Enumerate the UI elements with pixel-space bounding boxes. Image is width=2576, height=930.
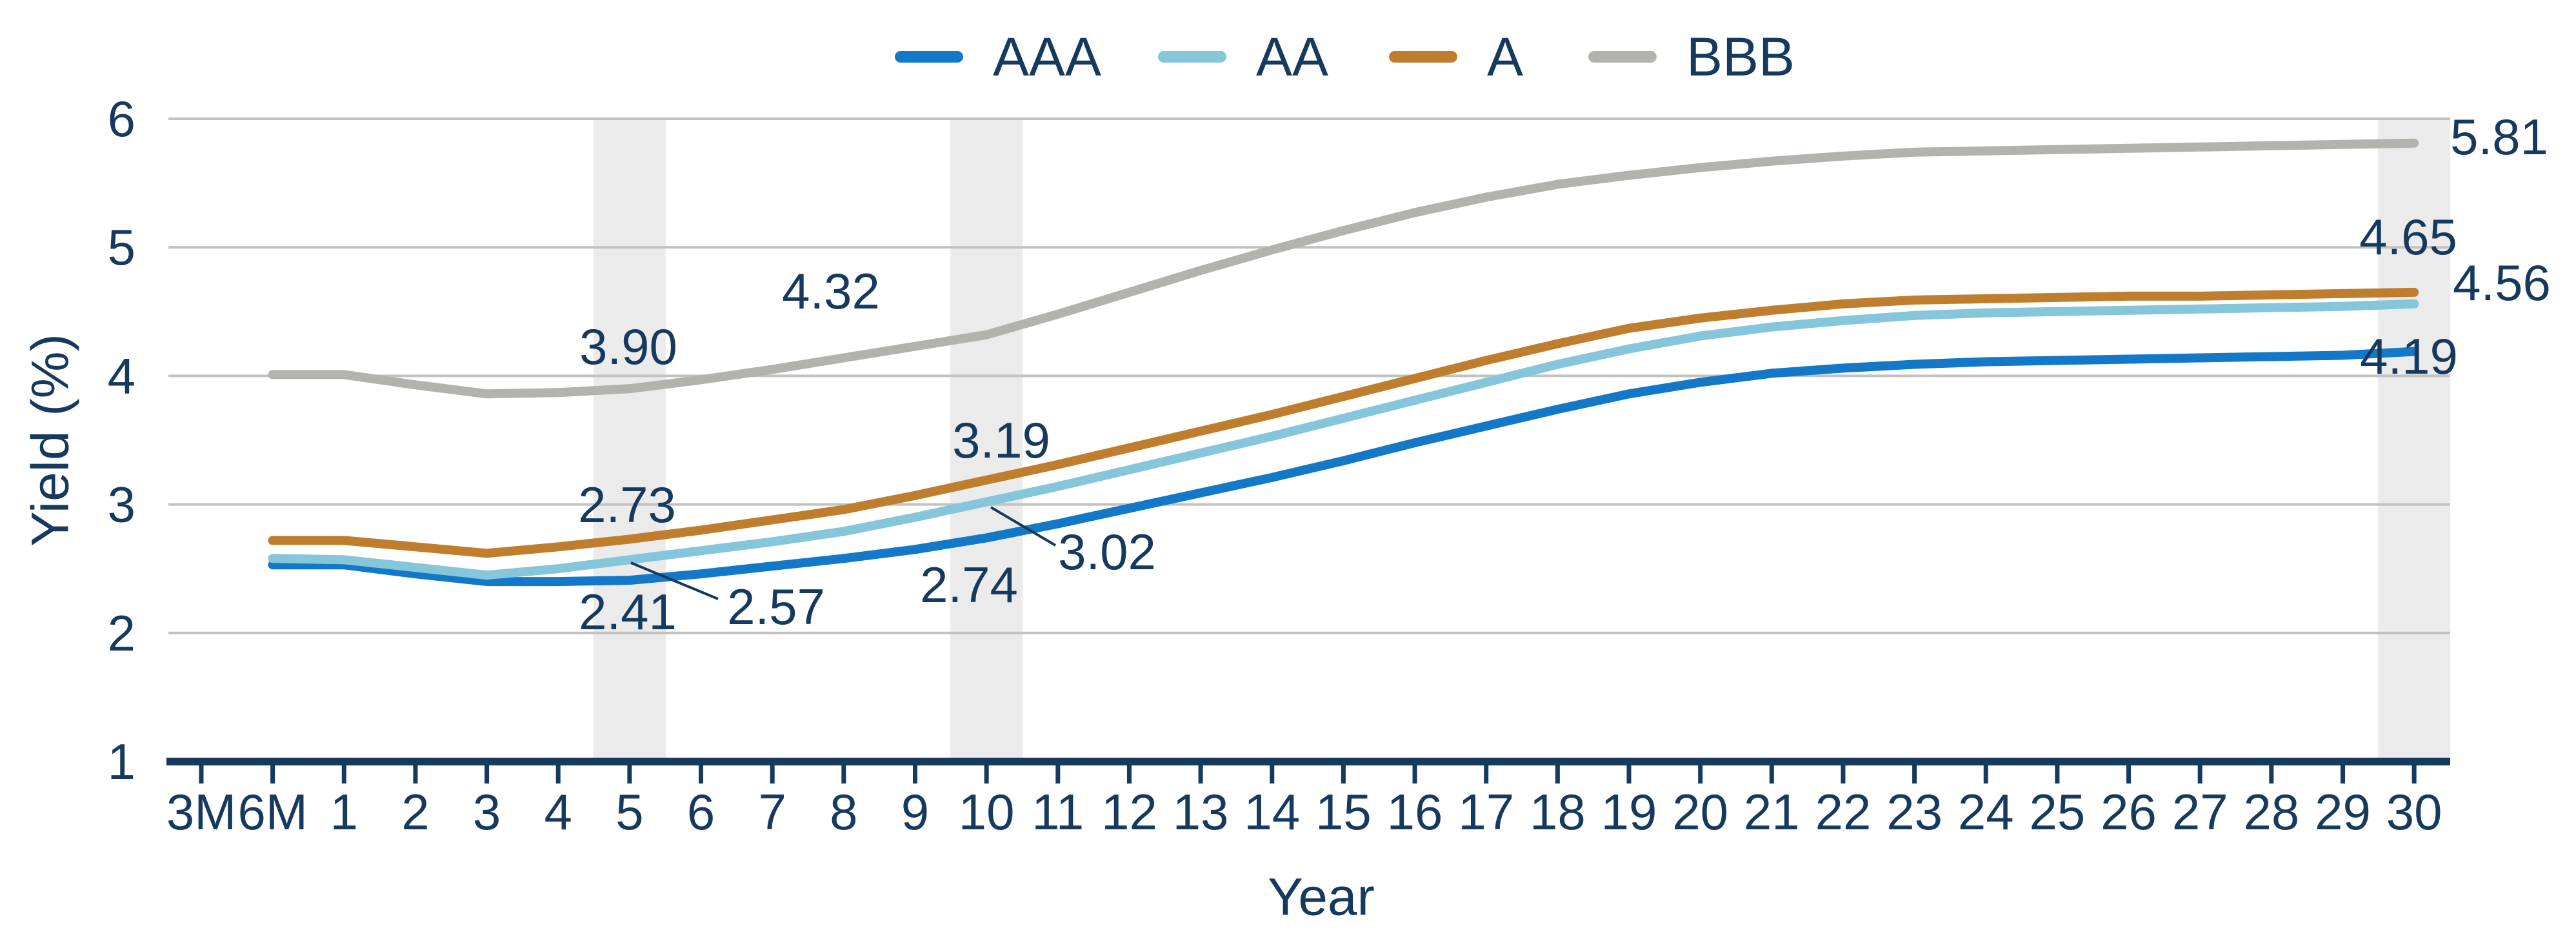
x-tick-label-29: 29 <box>2315 783 2371 840</box>
x-tick-label-7: 7 <box>759 783 786 840</box>
gridlines-layer <box>168 117 2450 634</box>
x-tick-label-18: 18 <box>1530 783 1586 840</box>
x-tick-label-16: 16 <box>1387 783 1443 840</box>
legend-label-A: A <box>1487 26 1523 87</box>
series-layer <box>268 138 2419 587</box>
data-label-3.02: 3.02 <box>1058 523 1156 580</box>
legend-swatch-BBB <box>1588 51 1657 63</box>
series-line-BBB <box>268 138 2419 399</box>
highlight-band-10 <box>950 119 1023 762</box>
legend-swatch-A <box>1389 51 1457 63</box>
data-label-4.56: 4.56 <box>2453 254 2551 311</box>
leader-line <box>630 561 719 600</box>
data-label-3.19: 3.19 <box>952 412 1050 469</box>
y-tick-label-6: 6 <box>108 90 135 147</box>
x-tick-label-1: 1 <box>330 783 358 840</box>
y-tick-label-5: 5 <box>108 219 135 276</box>
x-tick-label-11: 11 <box>1032 783 1084 840</box>
data-label-3.90: 3.90 <box>579 318 677 375</box>
data-label-2.57: 2.57 <box>727 578 825 635</box>
data-label-4.65: 4.65 <box>2359 208 2457 265</box>
series-line-A <box>268 287 2419 558</box>
axis-layer: 3M 6M 1 2 3 4 5 6 7 8 9 10 11 12 13 14 15 16 17 18 19 20 21 22 2… <box>108 90 2450 840</box>
data-label-2.41: 2.41 <box>579 583 677 640</box>
x-tick-label-14: 14 <box>1244 783 1300 840</box>
annotations-layer: 3.90 2.73 2.41 2.57 4.32 3.19 2.74 3.02 5.81 4.65… <box>578 108 2551 640</box>
x-axis-title: Year <box>1268 868 1375 927</box>
x-tick-label-17: 17 <box>1458 783 1514 840</box>
x-tick-label-23: 23 <box>1886 783 1942 840</box>
legend-label-AAA: AAA <box>993 26 1101 87</box>
x-tick-label-3: 3 <box>473 783 501 840</box>
x-tick-label-25: 25 <box>2030 783 2086 840</box>
series-line-AA <box>268 299 2419 580</box>
y-tick-label-3: 3 <box>108 476 135 533</box>
data-label-2.74: 2.74 <box>920 556 1018 613</box>
data-label-2.73: 2.73 <box>578 476 676 533</box>
x-tick-label-19: 19 <box>1601 783 1657 840</box>
x-tick-label-4: 4 <box>544 783 572 840</box>
x-tick-label-15: 15 <box>1315 783 1372 840</box>
x-tick-label-27: 27 <box>2172 783 2228 840</box>
y-axis-title: Yield (%) <box>21 334 80 547</box>
legend-label-BBB: BBB <box>1686 26 1795 87</box>
x-tick-label-9: 9 <box>901 783 929 840</box>
legend-swatch-AA <box>1158 51 1226 63</box>
highlight-band-30 <box>2378 119 2451 762</box>
highlight-bands-layer <box>593 119 2451 762</box>
highlight-band-5 <box>593 119 666 762</box>
x-tick-label-5: 5 <box>615 783 643 840</box>
x-tick-label-20: 20 <box>1672 783 1728 840</box>
x-tick-label-22: 22 <box>1815 783 1872 840</box>
x-tick-label-3M: 3M <box>166 783 236 840</box>
x-tick-label-8: 8 <box>830 783 857 840</box>
x-tick-label-21: 21 <box>1744 783 1800 840</box>
x-tick-label-30: 30 <box>2386 783 2442 840</box>
x-tick-label-28: 28 <box>2243 783 2299 840</box>
y-tick-label-2: 2 <box>108 605 135 662</box>
legend-layer: AAA AA A BBB <box>895 26 1795 87</box>
x-tick-label-6: 6 <box>687 783 715 840</box>
legend-label-AA: AA <box>1256 26 1328 87</box>
data-label-4.32: 4.32 <box>782 263 880 319</box>
x-tick-label-13: 13 <box>1173 783 1229 840</box>
y-tick-label-4: 4 <box>108 347 135 404</box>
data-label-4.19: 4.19 <box>2360 328 2458 385</box>
x-tick-label-10: 10 <box>959 783 1015 840</box>
legend-swatch-AAA <box>895 51 963 63</box>
x-tick-label-24: 24 <box>1958 783 2014 840</box>
x-tick-label-12: 12 <box>1101 783 1157 840</box>
x-tick-label-26: 26 <box>2101 783 2157 840</box>
y-tick-label-1: 1 <box>108 733 135 790</box>
leader-line <box>990 506 1057 547</box>
series-line-AAA <box>268 347 2419 587</box>
x-tick-label-2: 2 <box>401 783 429 840</box>
x-tick-label-6M: 6M <box>237 783 307 840</box>
data-label-5.81: 5.81 <box>2450 108 2548 165</box>
